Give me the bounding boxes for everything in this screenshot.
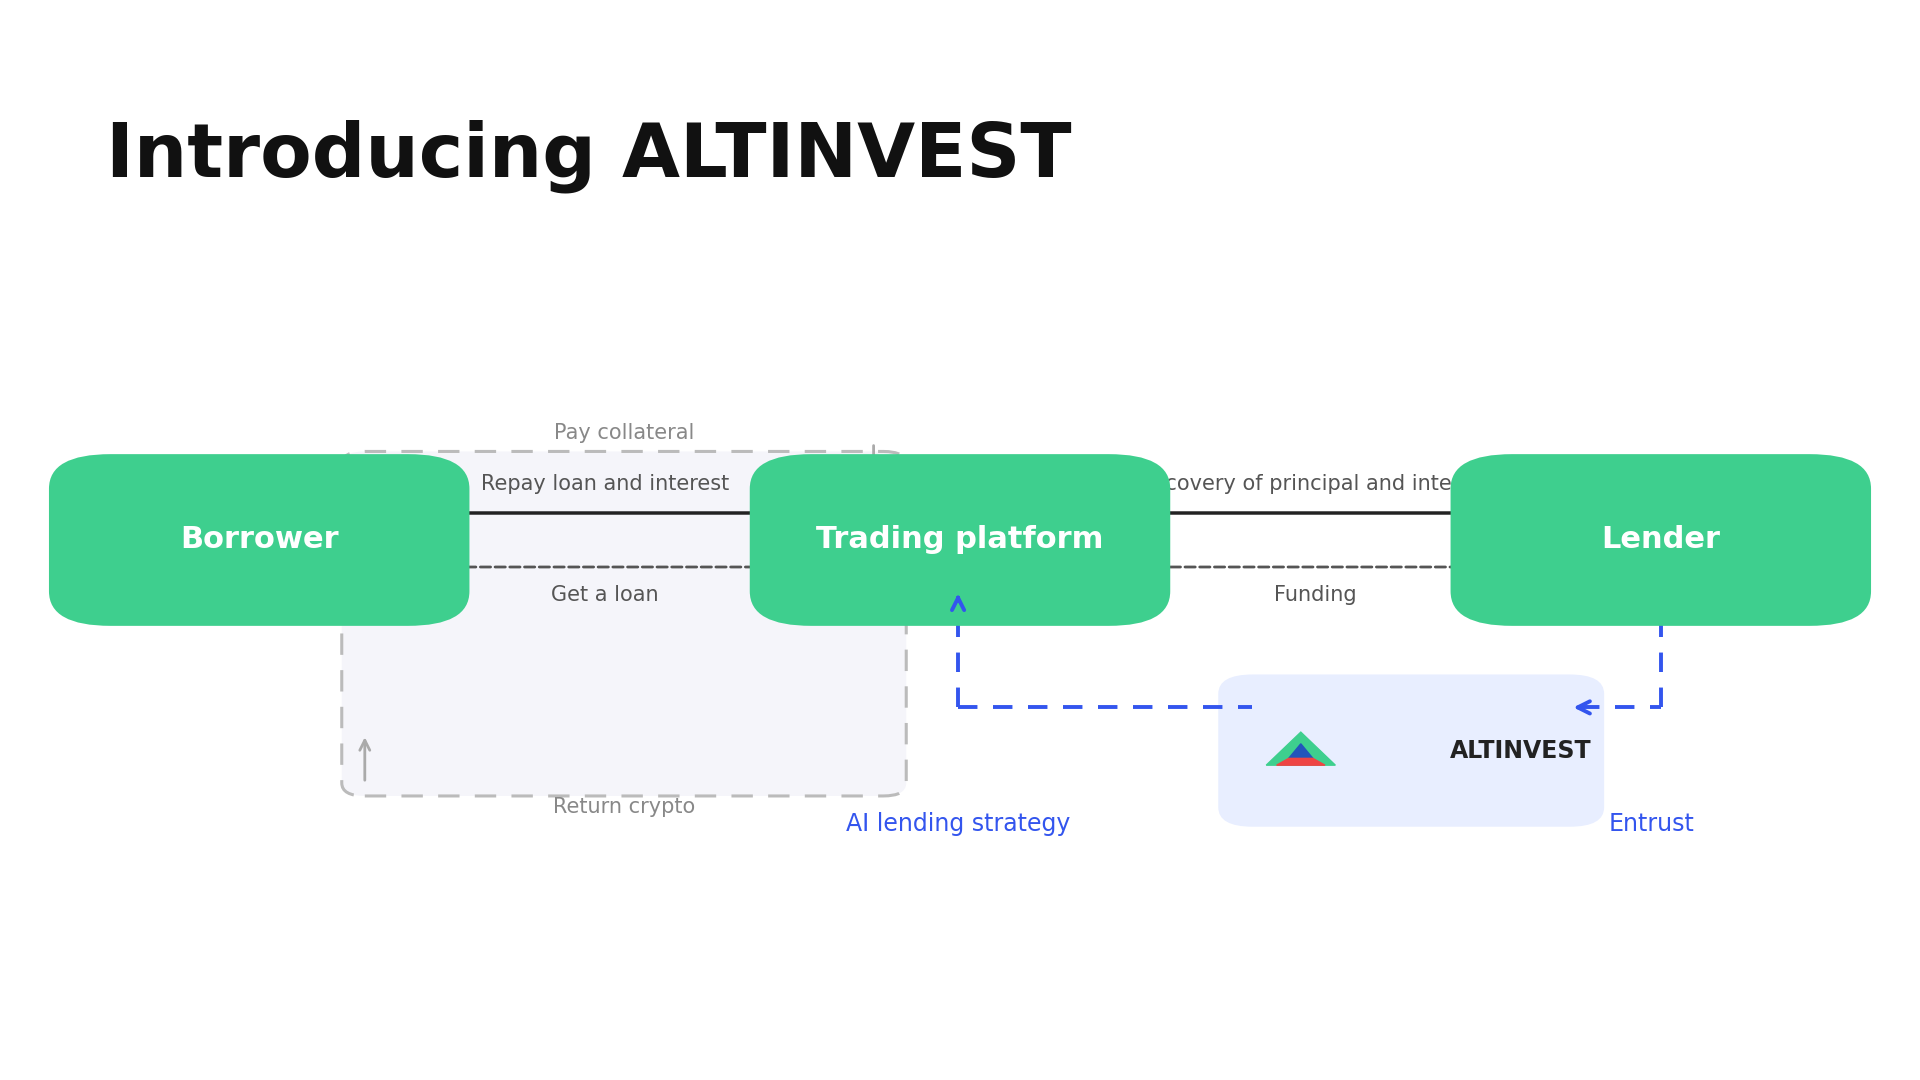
Text: Borrower: Borrower — [180, 526, 338, 554]
Polygon shape — [1288, 744, 1313, 758]
Text: Lender: Lender — [1601, 526, 1720, 554]
FancyBboxPatch shape — [1452, 454, 1870, 626]
Text: Repay loan and interest: Repay loan and interest — [480, 473, 730, 494]
FancyBboxPatch shape — [342, 451, 906, 796]
Text: Pay collateral: Pay collateral — [553, 422, 695, 443]
FancyBboxPatch shape — [749, 454, 1169, 626]
Text: Trading platform: Trading platform — [816, 526, 1104, 554]
Text: Funding: Funding — [1273, 585, 1357, 606]
Text: Recovery of principal and interest: Recovery of principal and interest — [1139, 473, 1492, 494]
Text: Entrust: Entrust — [1609, 812, 1695, 836]
Text: Introducing ALTINVEST: Introducing ALTINVEST — [106, 120, 1071, 193]
Text: AI lending strategy: AI lending strategy — [847, 812, 1069, 836]
Polygon shape — [1267, 732, 1336, 765]
Text: ALTINVEST: ALTINVEST — [1450, 739, 1592, 762]
FancyBboxPatch shape — [50, 454, 468, 626]
FancyBboxPatch shape — [1217, 674, 1603, 827]
Text: Get a loan: Get a loan — [551, 585, 659, 606]
Text: Return crypto: Return crypto — [553, 797, 695, 818]
Polygon shape — [1277, 758, 1325, 765]
